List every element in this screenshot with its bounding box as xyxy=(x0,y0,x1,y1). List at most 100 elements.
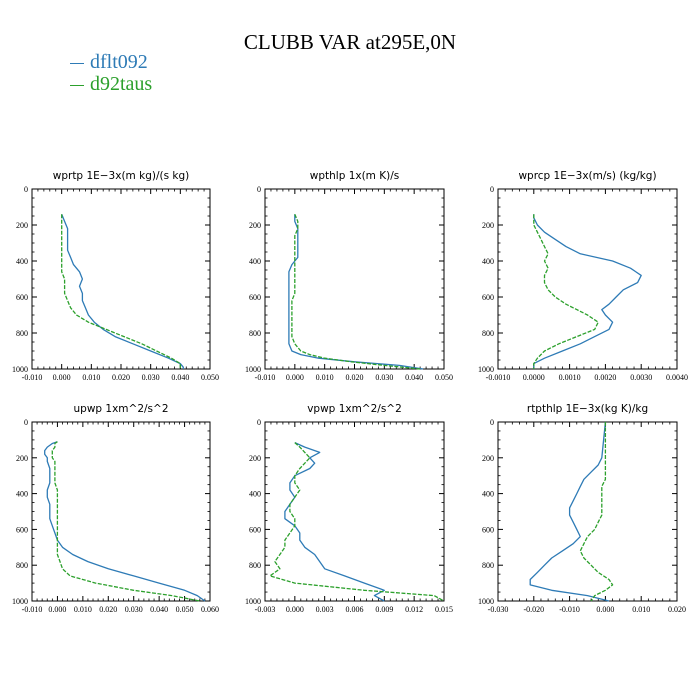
y-tick-label: 800 xyxy=(249,561,261,570)
y-tick-label: 600 xyxy=(16,293,28,302)
x-tick-label: 0.020 xyxy=(99,605,117,614)
x-tick-label: 0.030 xyxy=(375,373,393,382)
y-tick-label: 400 xyxy=(482,490,494,499)
y-tick-label: 400 xyxy=(249,257,261,266)
panel-title: wpthlp 1x(m K)/s xyxy=(310,170,400,182)
y-tick-label: 0 xyxy=(490,418,494,427)
y-tick-label: 400 xyxy=(16,257,28,266)
y-tick-label: 200 xyxy=(249,221,261,230)
legend-line-d92taus xyxy=(70,85,84,86)
x-tick-label: 0.0040 xyxy=(666,373,688,382)
plot-frame xyxy=(264,421,445,602)
x-tick-label: -0.010 xyxy=(22,605,43,614)
series-line-dflt092 xyxy=(44,441,206,602)
series-line-d92taus xyxy=(291,213,421,370)
x-tick-label: 0.060 xyxy=(201,605,219,614)
x-tick-label: -0.010 xyxy=(559,605,580,614)
series-line-dflt092 xyxy=(529,421,610,602)
panel-5: vpwp 1xm^2/s^2 -0.003 0.000 0.003 0.006 0.009… xyxy=(245,403,453,614)
y-tick-label: 1000 xyxy=(245,597,261,606)
plot-frame xyxy=(497,188,678,370)
series-line-d92taus xyxy=(51,441,200,602)
y-tick-label: 1000 xyxy=(478,365,494,374)
y-tick-label: 0 xyxy=(24,418,28,427)
series-line-d92taus xyxy=(579,422,614,602)
y-tick-label: 200 xyxy=(482,454,494,463)
x-tick-label: 0.050 xyxy=(176,605,194,614)
x-tick-label: 0.010 xyxy=(316,373,334,382)
plot-frame xyxy=(497,421,678,602)
legend-label-d92taus: d92taus xyxy=(90,73,153,95)
series-line-d92taus xyxy=(61,214,181,369)
plot-frame xyxy=(264,188,445,370)
y-tick-label: 600 xyxy=(482,293,494,302)
y-tick-label: 1000 xyxy=(12,597,28,606)
y-tick-label: 0 xyxy=(490,185,494,194)
x-tick-label: 0.020 xyxy=(346,373,364,382)
x-tick-label: 0.003 xyxy=(316,605,334,614)
y-tick-label: 1000 xyxy=(245,365,261,374)
x-tick-label: 0.009 xyxy=(375,605,393,614)
x-tick-label: 0.0010 xyxy=(559,373,581,382)
x-tick-label: 0.040 xyxy=(405,373,423,382)
x-tick-label: 0.030 xyxy=(125,605,143,614)
series-line-d92taus xyxy=(533,214,599,369)
panel-title: upwp 1xm^2/s^2 xyxy=(74,403,169,415)
y-tick-label: 600 xyxy=(482,525,494,534)
x-tick-label: 0.000 xyxy=(286,373,304,382)
y-tick-label: 0 xyxy=(257,418,261,427)
panel-title: wprtp 1E−3x(m kg)/(s kg) xyxy=(53,170,190,182)
series-line-dflt092 xyxy=(533,214,642,369)
x-tick-label: 0.040 xyxy=(171,373,189,382)
panel-6: rtpthlp 1E−3x(kg K)/kg -0.030 -0.020 -0.010… xyxy=(478,403,686,614)
y-tick-label: 800 xyxy=(16,561,28,570)
x-tick-label: 0.040 xyxy=(150,605,168,614)
panel-title: rtpthlp 1E−3x(kg K)/kg xyxy=(527,403,648,415)
x-tick-label: 0.0000 xyxy=(523,373,545,382)
y-tick-label: 800 xyxy=(482,561,494,570)
chart-title: CLUBB VAR at295E,0N xyxy=(243,30,457,54)
panel-3: wprcp 1E−3x(m/s) (kg/kg) -0.0010 0.0000 0.0… xyxy=(478,170,688,382)
y-tick-label: 600 xyxy=(16,525,28,534)
plot-frame xyxy=(31,188,211,370)
x-tick-label: 0.010 xyxy=(82,373,100,382)
panel-1: wprtp 1E−3x(m kg)/(s kg) -0.010 0.000 0.010… xyxy=(12,170,219,382)
series-line-dflt092 xyxy=(288,214,424,370)
y-tick-label: 0 xyxy=(257,185,261,194)
legend-label-dflt092: dflt092 xyxy=(90,51,148,73)
x-tick-label: 0.000 xyxy=(286,605,304,614)
y-tick-label: 600 xyxy=(249,525,261,534)
y-tick-label: 400 xyxy=(16,490,28,499)
y-tick-label: 800 xyxy=(16,329,28,338)
x-tick-label: -0.020 xyxy=(523,605,544,614)
y-tick-label: 200 xyxy=(249,454,261,463)
series-line-dflt092 xyxy=(284,442,385,602)
y-tick-label: 0 xyxy=(24,185,28,194)
x-tick-label: 0.000 xyxy=(48,605,66,614)
y-tick-label: 1000 xyxy=(12,365,28,374)
series-line-d92taus xyxy=(269,442,445,602)
x-tick-label: 0.015 xyxy=(435,605,453,614)
x-tick-label: 0.006 xyxy=(346,605,364,614)
panel-4: upwp 1xm^2/s^2 -0.010 0.000 0.010 0.020 0.030… xyxy=(12,403,219,614)
x-tick-label: -0.003 xyxy=(255,605,276,614)
x-tick-label: 0.010 xyxy=(632,605,650,614)
x-tick-label: -0.030 xyxy=(488,605,509,614)
panel-title: wprcp 1E−3x(m/s) (kg/kg) xyxy=(518,170,656,182)
y-tick-label: 200 xyxy=(482,221,494,230)
x-tick-label: -0.010 xyxy=(255,373,276,382)
plot-frame xyxy=(31,421,211,602)
legend-line-dflt092 xyxy=(70,63,84,64)
y-tick-label: 400 xyxy=(249,490,261,499)
x-tick-label: 0.020 xyxy=(112,373,130,382)
x-tick-label: 0.000 xyxy=(596,605,614,614)
y-tick-label: 200 xyxy=(16,454,28,463)
y-tick-label: 400 xyxy=(482,257,494,266)
y-tick-label: 1000 xyxy=(478,597,494,606)
y-tick-label: 600 xyxy=(249,293,261,302)
y-tick-label: 800 xyxy=(482,329,494,338)
x-tick-label: 0.020 xyxy=(668,605,686,614)
x-tick-label: -0.0010 xyxy=(486,373,511,382)
x-tick-label: 0.000 xyxy=(53,373,71,382)
